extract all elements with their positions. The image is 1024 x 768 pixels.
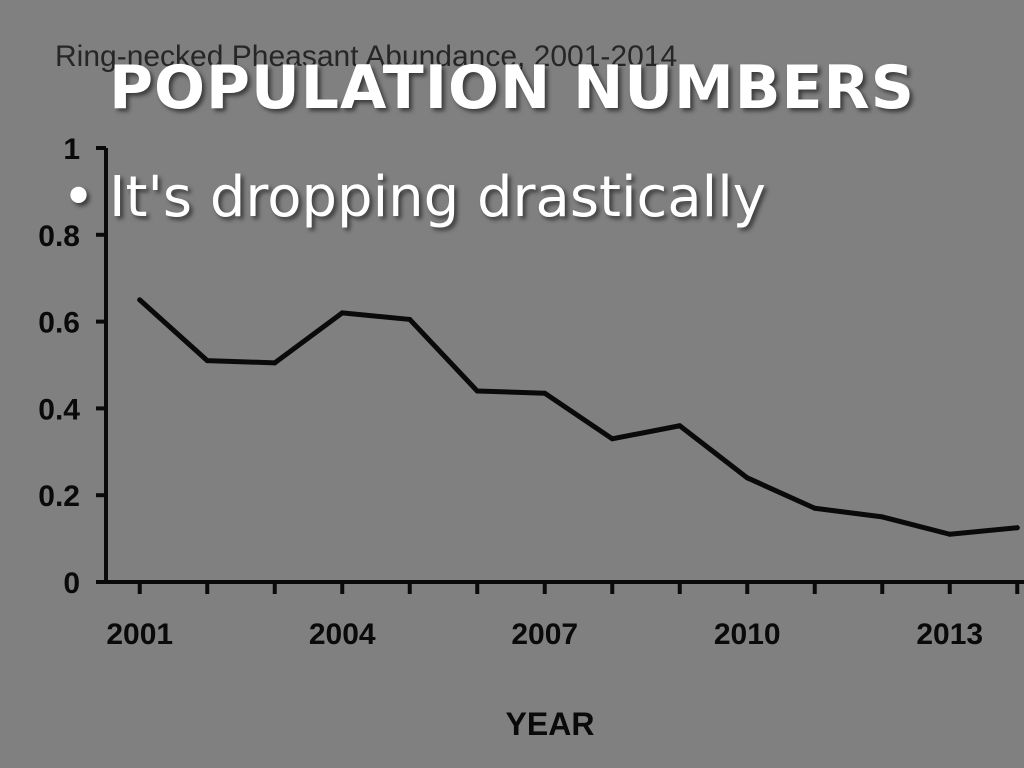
y-tick-label: 0 xyxy=(63,567,80,600)
data-point xyxy=(474,388,480,394)
series-line xyxy=(137,297,1020,537)
slide-bullet: • It's dropping drastically xyxy=(62,170,766,226)
slide-heading: POPULATION NUMBERS xyxy=(109,53,915,123)
y-tick-label: 0.2 xyxy=(38,480,80,513)
data-point xyxy=(744,475,750,481)
x-tick-label: 2013 xyxy=(916,618,983,651)
y-tick-label: 0.4 xyxy=(38,393,80,426)
y-tick-label: 1 xyxy=(63,133,80,166)
data-point xyxy=(947,531,953,537)
chart-axes xyxy=(96,146,1024,594)
data-point xyxy=(204,358,210,364)
x-tick-labels: 2001 2004 2007 2010 2013 xyxy=(106,618,983,651)
bullet-dot-icon: • xyxy=(62,165,96,230)
bullet-text: It's dropping drastically xyxy=(109,165,766,230)
y-tick-label: 0.6 xyxy=(38,307,80,340)
chart-title: Ring-necked Pheasant Abundance, 2001-201… xyxy=(55,40,677,73)
data-point xyxy=(812,505,818,511)
data-point xyxy=(609,436,615,442)
x-axis-label: YEAR xyxy=(506,706,595,742)
x-tick-label: 2007 xyxy=(511,618,578,651)
y-tick-label: 0.8 xyxy=(38,220,80,253)
data-point xyxy=(339,310,345,316)
data-point xyxy=(272,360,278,366)
data-point xyxy=(879,514,885,520)
x-tick-label: 2004 xyxy=(309,618,376,651)
x-tick-label: 2001 xyxy=(106,618,173,651)
chart-series xyxy=(137,297,1020,537)
data-point xyxy=(407,316,413,322)
data-point xyxy=(542,390,548,396)
data-point xyxy=(677,423,683,429)
data-point xyxy=(137,297,143,303)
data-point xyxy=(1014,525,1020,531)
y-tick-labels: 0 0.2 0.4 0.6 0.8 1 xyxy=(38,133,80,600)
x-tick-label: 2010 xyxy=(714,618,781,651)
